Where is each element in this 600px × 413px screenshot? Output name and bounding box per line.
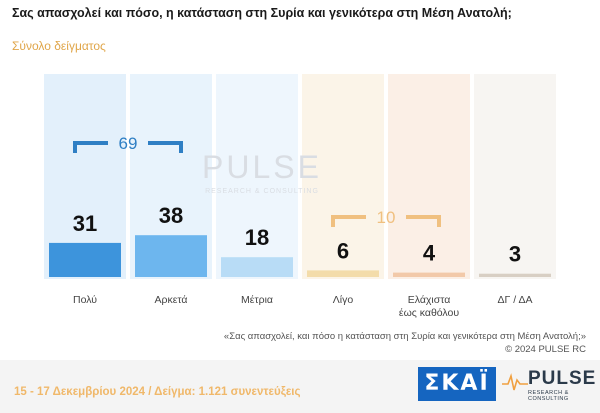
bar-chart: PULSE RESEARCH & CONSULTING 31 Πολύ 38 Αρκετά… xyxy=(44,74,556,319)
chart-title: Σας απασχολεί και πόσο, η κατάσταση στη … xyxy=(12,6,512,20)
group-total-label: 69 xyxy=(119,134,138,153)
bar-value-label: 4 xyxy=(423,241,436,266)
skai-logo: ΣΚΑΪ xyxy=(418,367,496,401)
pulse-wave-icon xyxy=(502,373,528,391)
category-label: Μέτρια xyxy=(241,294,273,306)
bar-value-label: 18 xyxy=(245,225,269,250)
group-bracket-right xyxy=(148,141,183,153)
source-quote: «Σας απασχολεί, και πόσο η κατάσταση στη… xyxy=(223,331,586,342)
bar-value-label: 38 xyxy=(159,203,183,228)
group-bracket-left xyxy=(331,215,366,227)
category-label: Ελάχιστα xyxy=(408,294,451,306)
pulse-logo-name: PULSE xyxy=(528,368,597,389)
category-label: Πολύ xyxy=(73,294,97,306)
bar-value-label: 31 xyxy=(73,211,97,236)
bar xyxy=(221,257,293,277)
column-background xyxy=(216,74,298,279)
chart-subtitle: Σύνολο δείγματος xyxy=(12,39,106,53)
category-label: έως καθόλου xyxy=(399,307,459,319)
column-background xyxy=(474,74,556,279)
bar xyxy=(135,235,207,277)
watermark-tagline: RESEARCH & CONSULTING xyxy=(205,188,319,195)
category-label: ΔΓ / ΔΑ xyxy=(498,294,533,306)
footer-bar xyxy=(0,360,600,413)
copyright-text: © 2024 PULSE RC xyxy=(505,344,586,355)
bar xyxy=(49,242,121,277)
group-bracket-right xyxy=(406,215,441,227)
bar xyxy=(479,273,551,277)
bar-value-label: 3 xyxy=(509,242,521,267)
bar-value-label: 6 xyxy=(337,238,349,263)
bar xyxy=(393,272,465,277)
group-total-label: 10 xyxy=(377,208,396,227)
chart-panel: Σας απασχολεί και πόσο, η κατάσταση στη … xyxy=(12,6,586,355)
category-label: Αρκετά xyxy=(155,294,188,306)
bar xyxy=(307,270,379,277)
column-background xyxy=(388,74,470,279)
category-label: Λίγο xyxy=(333,294,354,306)
column-background xyxy=(302,74,384,279)
group-bracket-left xyxy=(73,141,108,153)
survey-footnote: 15 - 17 Δεκεμβρίου 2024 / Δείγμα: 1.121 … xyxy=(14,386,301,398)
watermark-name: PULSE xyxy=(202,149,322,185)
pulse-logo: PULSE RESEARCH & CONSULTING xyxy=(502,366,595,402)
pulse-logo-tagline: RESEARCH & CONSULTING xyxy=(528,390,569,402)
